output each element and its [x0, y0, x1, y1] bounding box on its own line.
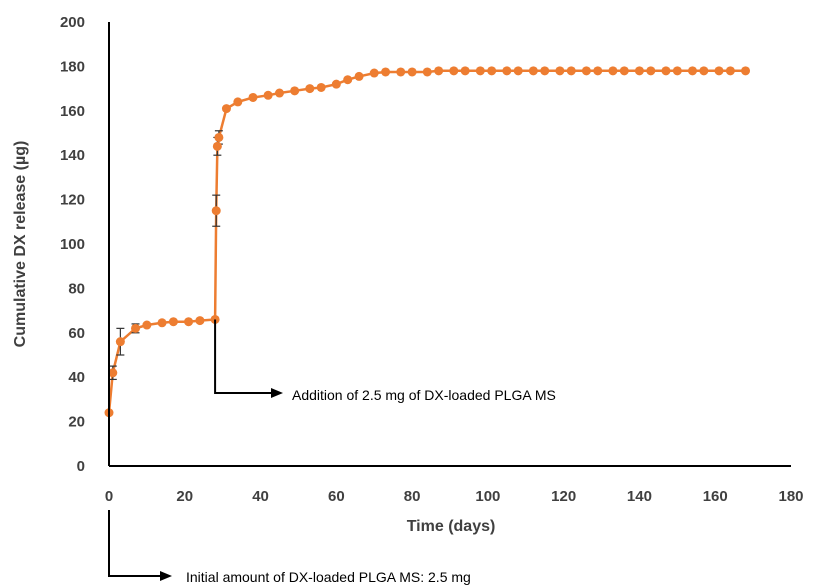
data-point: [131, 323, 141, 333]
data-point: [528, 66, 538, 76]
data-point: [540, 66, 550, 76]
data-point: [460, 66, 470, 76]
y-tick-labels: 0 20 40 60 80 100 120 140 160 180 200: [60, 14, 85, 475]
data-point: [316, 82, 326, 92]
data-point: [212, 141, 222, 151]
data-point: [634, 66, 644, 76]
data-point: [396, 67, 406, 77]
y-tick-label: 40: [68, 369, 85, 386]
data-point: [434, 66, 444, 76]
data-point: [699, 66, 709, 76]
data-point: [593, 66, 603, 76]
data-point: [555, 66, 565, 76]
data-point: [449, 66, 459, 76]
x-tick-label: 120: [551, 488, 576, 505]
x-tick-label: 0: [105, 488, 113, 505]
data-point: [275, 88, 284, 98]
y-tick-label: 80: [68, 280, 85, 297]
x-tick-label: 80: [404, 488, 421, 505]
plot-area: [104, 66, 751, 418]
data-point: [214, 132, 224, 142]
x-axis-title: Time (days): [407, 518, 496, 535]
annotation-addition-arrowhead: [271, 388, 283, 398]
data-point: [233, 97, 243, 107]
y-tick-label: 20: [68, 414, 85, 431]
annotation-addition-connector: [214, 319, 272, 394]
data-point: [221, 104, 231, 114]
data-point: [725, 66, 735, 76]
data-point: [502, 66, 512, 76]
data-point: [513, 66, 523, 76]
data-point: [422, 67, 432, 77]
data-point: [487, 66, 497, 76]
data-point: [290, 86, 300, 96]
annotation-initial-arrowhead: [160, 571, 172, 581]
x-tick-label: 180: [778, 488, 803, 505]
data-point: [672, 66, 682, 76]
annotation-addition: Addition of 2.5 mg of DX-loaded PLGA MS: [214, 319, 556, 403]
data-point: [714, 66, 724, 76]
data-point: [331, 79, 341, 89]
data-point: [195, 316, 205, 326]
data-point: [343, 75, 353, 85]
data-point: [661, 66, 671, 76]
data-point: [168, 317, 178, 327]
y-tick-label: 160: [60, 103, 85, 120]
data-point: [646, 66, 656, 76]
y-tick-label: 0: [77, 458, 85, 475]
data-point: [115, 337, 125, 347]
data-point: [157, 318, 167, 328]
annotation-addition-label: Addition of 2.5 mg of DX-loaded PLGA MS: [292, 387, 556, 403]
data-point: [581, 66, 591, 76]
x-tick-label: 20: [176, 488, 193, 505]
data-point: [619, 66, 629, 76]
y-tick-label: 100: [60, 236, 85, 253]
data-point: [211, 206, 221, 216]
y-tick-label: 120: [60, 192, 85, 209]
annotation-initial-connector: [108, 510, 160, 577]
data-point: [305, 84, 315, 94]
annotation-initial-label: Initial amount of DX-loaded PLGA MS: 2.5…: [186, 569, 471, 585]
series-line: [107, 69, 746, 413]
x-tick-label: 60: [328, 488, 345, 505]
data-point: [142, 320, 152, 330]
data-point: [184, 317, 194, 327]
y-tick-label: 140: [60, 147, 85, 164]
x-tick-label: 100: [475, 488, 500, 505]
y-tick-label: 180: [60, 58, 85, 75]
data-point: [381, 67, 391, 77]
y-tick-label: 60: [68, 325, 85, 342]
x-tick-label: 140: [627, 488, 652, 505]
y-tick-label: 200: [60, 14, 85, 31]
data-point: [407, 67, 417, 77]
x-tick-label: 40: [252, 488, 269, 505]
x-tick-labels: 0 20 40 60 80 100 120 140 160 180: [105, 488, 804, 505]
data-point: [354, 71, 364, 81]
data-point: [263, 90, 273, 100]
annotation-initial: Initial amount of DX-loaded PLGA MS: 2.5…: [108, 510, 471, 585]
data-point: [475, 66, 485, 76]
data-point: [608, 66, 618, 76]
data-point: [566, 66, 576, 76]
data-point: [741, 66, 751, 76]
data-point: [687, 66, 697, 76]
data-point: [108, 368, 118, 378]
x-tick-label: 160: [703, 488, 728, 505]
data-point: [248, 92, 258, 102]
y-axis-title: Cumulative DX release (µg): [12, 141, 29, 348]
data-point: [369, 68, 379, 78]
